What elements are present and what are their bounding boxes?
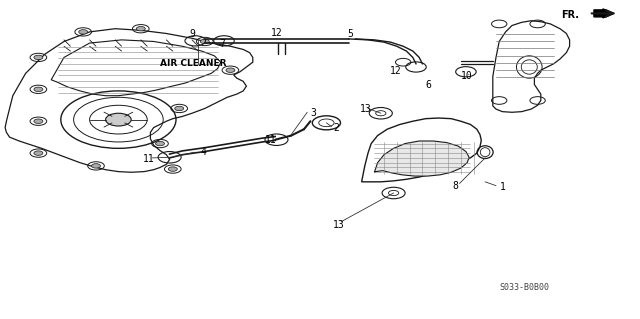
Circle shape (34, 55, 43, 60)
Text: 2: 2 (333, 123, 339, 133)
Polygon shape (374, 141, 469, 176)
Text: 12: 12 (271, 27, 282, 38)
Text: 7: 7 (220, 39, 226, 49)
Text: 10: 10 (461, 70, 473, 81)
Circle shape (168, 167, 177, 171)
Text: 8: 8 (452, 181, 459, 191)
Text: S033-B0B00: S033-B0B00 (499, 283, 549, 292)
Text: 13: 13 (360, 104, 372, 114)
Text: 1: 1 (499, 182, 506, 192)
Text: 11: 11 (265, 135, 276, 145)
Text: 3: 3 (310, 108, 317, 118)
Text: 12: 12 (390, 66, 401, 76)
Text: 5: 5 (348, 29, 354, 39)
Circle shape (34, 119, 43, 123)
Text: AIR CLEANER: AIR CLEANER (160, 59, 227, 68)
Circle shape (156, 141, 164, 146)
Text: 9: 9 (189, 29, 195, 39)
Circle shape (200, 39, 209, 44)
Circle shape (226, 68, 235, 72)
Circle shape (79, 30, 88, 34)
Circle shape (92, 164, 100, 168)
Text: 6: 6 (426, 80, 432, 90)
Circle shape (34, 151, 43, 155)
Circle shape (136, 26, 145, 31)
Text: 13: 13 (333, 220, 345, 230)
Circle shape (175, 106, 184, 111)
Text: 4: 4 (200, 147, 207, 158)
Text: 11: 11 (143, 154, 154, 165)
Circle shape (106, 113, 131, 126)
Circle shape (34, 87, 43, 92)
Text: FR.: FR. (561, 10, 579, 20)
FancyArrow shape (594, 9, 614, 18)
